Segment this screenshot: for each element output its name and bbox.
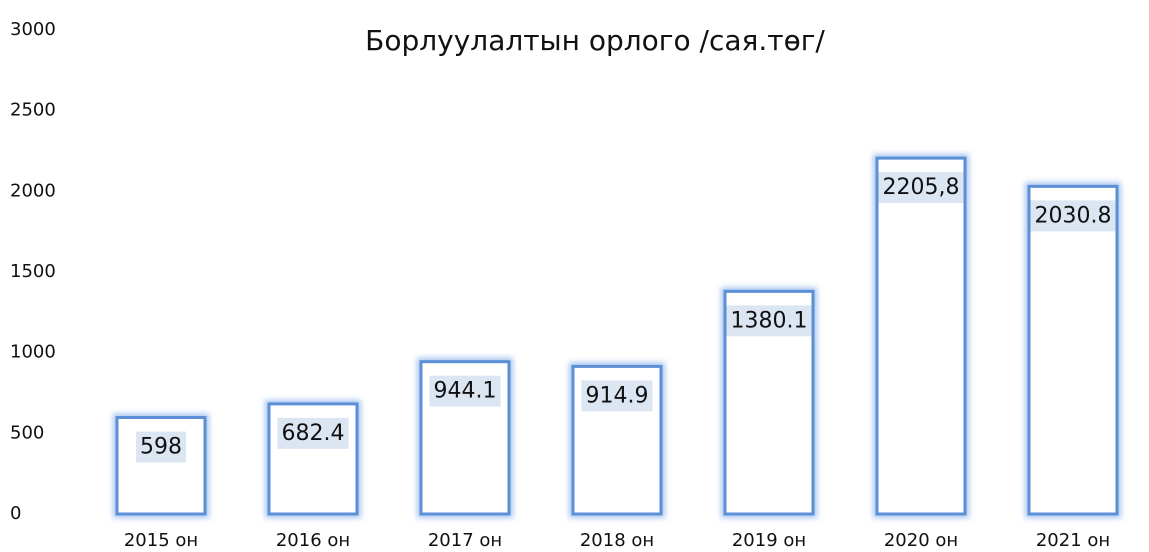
x-tick-label: 2019 он — [732, 530, 806, 551]
x-tick-label: 2015 он — [124, 530, 198, 551]
y-tick-label: 0 — [10, 503, 21, 524]
chart-title: Борлуулалтын орлого /сая.төг/ — [365, 24, 825, 57]
bar — [1027, 184, 1119, 516]
y-tick-label: 500 — [10, 422, 44, 443]
value-label: 1380.1 — [731, 308, 808, 333]
value-label-bg — [429, 375, 501, 407]
x-tick-label: 2017 он — [428, 530, 502, 551]
value-label: 598 — [140, 435, 182, 460]
value-label-bg — [277, 417, 349, 449]
y-tick-label: 2000 — [10, 180, 56, 201]
x-tick-label: 2020 он — [884, 530, 958, 551]
value-label-bg — [1030, 200, 1116, 232]
y-tick-label: 1500 — [10, 261, 56, 282]
value-label: 2205,8 — [883, 175, 960, 200]
value-label-bg — [878, 172, 964, 204]
y-tick-label: 1000 — [10, 342, 56, 363]
x-tick-label: 2021 он — [1036, 530, 1110, 551]
value-label-bg — [136, 431, 186, 463]
bar — [875, 156, 967, 516]
x-tick-label: 2018 он — [580, 530, 654, 551]
y-tick-label: 3000 — [10, 19, 56, 40]
value-label: 914.9 — [586, 383, 649, 408]
value-label: 944.1 — [434, 379, 497, 404]
value-label: 2030.8 — [1035, 203, 1112, 228]
value-label-bg — [726, 305, 812, 337]
value-label-bg — [581, 380, 653, 412]
value-label: 682.4 — [282, 421, 345, 446]
y-tick-label: 2500 — [10, 100, 56, 121]
x-tick-label: 2016 он — [276, 530, 350, 551]
